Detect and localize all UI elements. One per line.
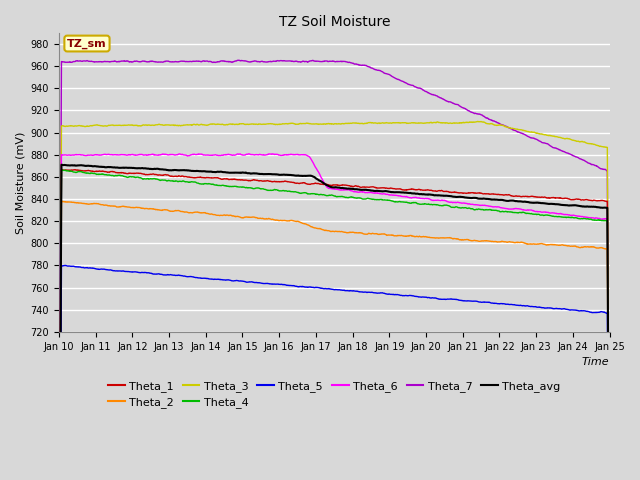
Text: TZ_sm: TZ_sm [67, 38, 107, 48]
Legend: Theta_1, Theta_2, Theta_3, Theta_4, Theta_5, Theta_6, Theta_7, Theta_avg: Theta_1, Theta_2, Theta_3, Theta_4, Thet… [104, 376, 565, 413]
X-axis label: Time: Time [582, 357, 610, 367]
Title: TZ Soil Moisture: TZ Soil Moisture [278, 15, 390, 29]
Y-axis label: Soil Moisture (mV): Soil Moisture (mV) [15, 131, 25, 234]
